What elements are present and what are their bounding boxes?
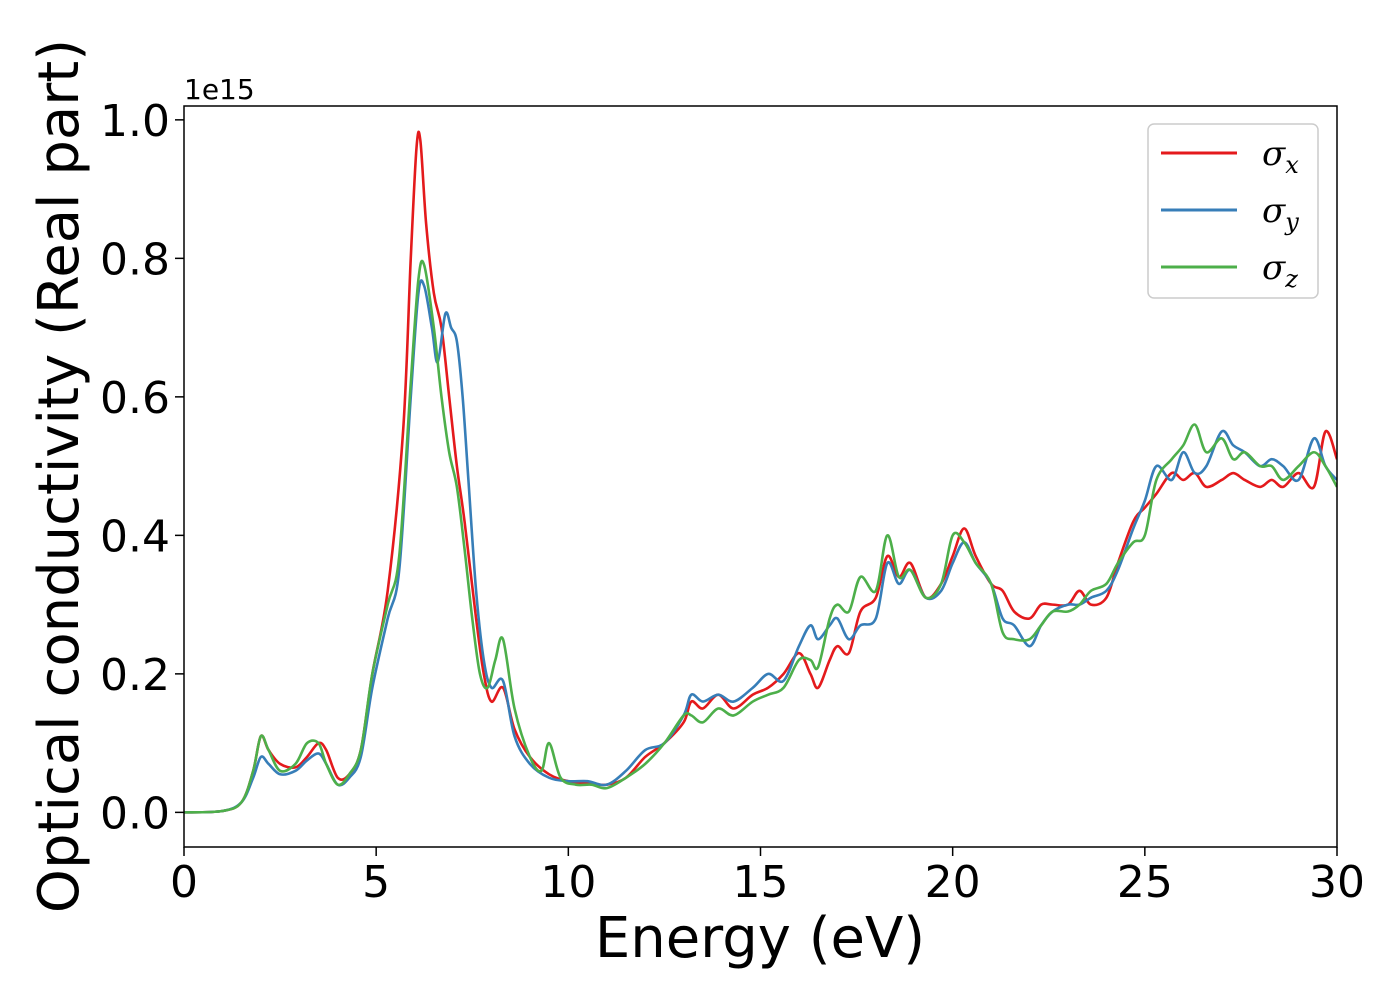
y-tick-label: 0.6 [100, 373, 170, 424]
y-axis-ticks: 0.0 0.2 0.4 0.6 0.8 1.0 [100, 96, 184, 839]
series-line-sigma-y [184, 279, 1337, 814]
x-tick-label: 15 [733, 857, 789, 908]
legend-label-sigma-y: σy [1262, 191, 1299, 236]
y-tick-label: 0.8 [100, 234, 170, 285]
y-tick-label: 1.0 [100, 96, 170, 147]
y-axis-offset-label: 1e15 [184, 73, 255, 106]
x-tick-label: 10 [540, 857, 596, 908]
series-line-sigma-z [184, 259, 1337, 814]
y-tick-label: 0.4 [100, 511, 170, 562]
y-tick-label: 0.0 [100, 788, 170, 839]
legend-items: σx σy σz [1161, 134, 1299, 293]
legend-label-sigma-z: σz [1262, 248, 1298, 293]
x-axis-label: Energy (eV) [595, 906, 925, 971]
legend-label-sigma-x: σx [1262, 134, 1299, 179]
x-tick-label: 20 [925, 857, 981, 908]
x-tick-label: 5 [362, 857, 390, 908]
y-axis-label: Optical conductivity (Real part) [27, 39, 92, 913]
x-axis-ticks: 0 5 10 15 20 25 30 [170, 847, 1365, 908]
y-tick-label: 0.2 [100, 650, 170, 701]
x-tick-label: 30 [1309, 857, 1365, 908]
x-tick-label: 25 [1117, 857, 1173, 908]
legend: σx σy σz [1147, 123, 1319, 299]
series-layer [184, 130, 1337, 814]
x-tick-label: 0 [170, 857, 198, 908]
